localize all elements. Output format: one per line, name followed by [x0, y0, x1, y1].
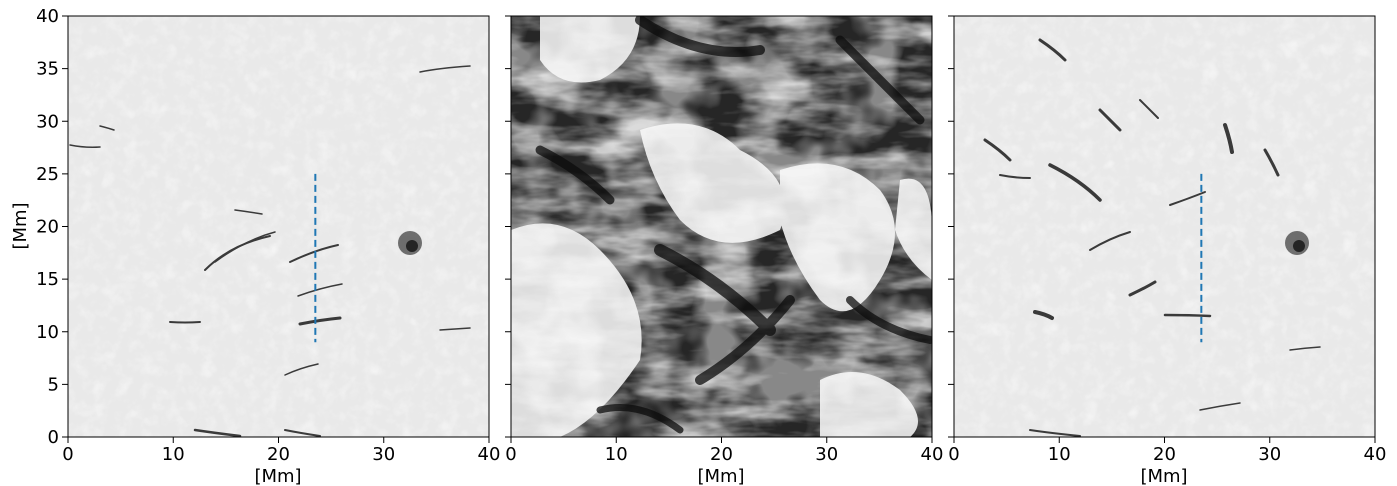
panel-right: 0 10 20 30 40 [Mm] — [948, 15, 1387, 486]
x-tick-label: 40 — [921, 444, 944, 465]
x-axis-label-right: [Mm] — [1140, 466, 1187, 486]
x-tick-label: 20 — [710, 444, 733, 465]
y-axis-label-left: [Mm] — [10, 202, 31, 249]
y-tick-label: 5 — [48, 374, 59, 395]
y-tick-label: 25 — [36, 164, 59, 185]
panel-right-image — [954, 16, 1375, 437]
x-tick-label: 0 — [505, 444, 516, 465]
x-axis-label-middle: [Mm] — [697, 466, 744, 486]
x-tick-label: 20 — [1153, 444, 1176, 465]
y-tick-label: 0 — [48, 427, 59, 448]
x-tick-label: 10 — [162, 444, 185, 465]
x-tick-label: 10 — [605, 444, 628, 465]
x-tick-label: 30 — [372, 444, 395, 465]
x-tick-label: 40 — [1364, 444, 1387, 465]
x-tick-label: 10 — [1048, 444, 1071, 465]
panel-left-image — [68, 16, 489, 437]
panel-middle-image — [511, 16, 932, 437]
x-tick-label: 20 — [267, 444, 290, 465]
panel-left: 0 10 20 30 40 0 5 10 15 20 25 30 35 40 [Mm] [Mm] — [10, 6, 500, 486]
y-tick-label: 30 — [36, 111, 59, 132]
x-axis-label-left: [Mm] — [254, 466, 301, 486]
x-tick-label: 0 — [62, 444, 73, 465]
y-tick-label: 35 — [36, 59, 59, 80]
y-tick-label: 20 — [36, 217, 59, 238]
axis-ticks-right: 0 10 20 30 40 — [948, 15, 1387, 465]
y-tick-label: 15 — [36, 269, 59, 290]
x-tick-label: 30 — [1258, 444, 1281, 465]
axis-ticks-left: 0 10 20 30 40 0 5 10 15 20 25 30 35 40 — [36, 6, 500, 465]
y-tick-label: 10 — [36, 322, 59, 343]
axis-ticks-middle: 0 10 20 30 40 — [505, 15, 944, 465]
x-tick-label: 0 — [948, 444, 959, 465]
panel-middle: 0 10 20 30 40 [Mm] — [505, 15, 944, 486]
y-tick-label: 40 — [36, 6, 59, 27]
x-tick-label: 30 — [815, 444, 838, 465]
x-tick-label: 40 — [478, 444, 501, 465]
